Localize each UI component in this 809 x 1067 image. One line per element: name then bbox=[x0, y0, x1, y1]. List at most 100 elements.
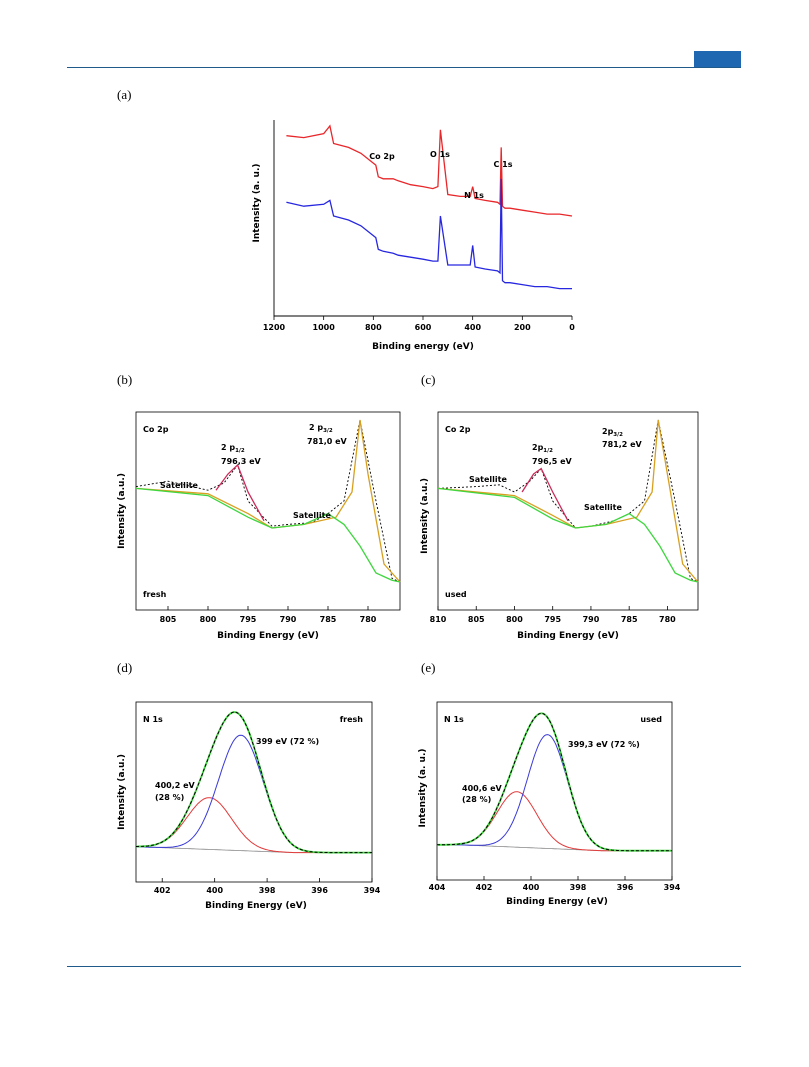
chart-e-annotation-title: N 1s bbox=[444, 715, 464, 724]
chart-c-series-3 bbox=[521, 467, 569, 522]
chart-a-tick-label: 200 bbox=[514, 323, 531, 332]
chart-a-annotation-co2p: Co 2p bbox=[369, 152, 395, 161]
chart-b-series-0 bbox=[135, 419, 401, 583]
chart-c-tick-label: 810 bbox=[430, 615, 447, 624]
chart-c-tick-label: 800 bbox=[506, 615, 523, 624]
chart-d-annotation-minor-pct: (28 %) bbox=[155, 793, 184, 802]
chart-b-annotation-satellite-1: Satellite bbox=[160, 481, 198, 490]
chart-c-annotation-sample: used bbox=[445, 590, 467, 599]
chart-b-annotation-796: 796,3 eV bbox=[221, 457, 262, 466]
chart-e-tick-label: 404 bbox=[429, 883, 446, 892]
chart-e-annotation-main: 399,3 eV (72 %) bbox=[568, 740, 640, 749]
chart-c: 810 805 800 795 790 785 780 Binding Energy (eV… bbox=[420, 411, 699, 641]
chart-e: 404 402 400 398 396 394 Binding Energy (eV) I… bbox=[418, 701, 681, 907]
chart-c-annotation-2p: 2p1/2 bbox=[532, 443, 553, 454]
chart-c-annotation-title: Co 2p bbox=[445, 425, 471, 434]
chart-c-tick-label: 780 bbox=[659, 615, 676, 624]
chart-c-series-1 bbox=[437, 419, 699, 583]
chart-c-annotation-satellite-2: Satellite bbox=[584, 503, 622, 512]
chart-e-tick-label: 394 bbox=[664, 883, 681, 892]
chart-b-tick-label: 800 bbox=[200, 615, 217, 624]
chart-b-annotation-781: 781,0 eV bbox=[307, 437, 348, 446]
chart-c-tick-label: 795 bbox=[544, 615, 561, 624]
chart-a: 1200 1000 800 600 400 200 0 Binding energy (eV… bbox=[252, 120, 575, 352]
chart-c-frame bbox=[437, 411, 699, 611]
chart-c-annotation-2p32: 2p3/2 bbox=[602, 427, 623, 438]
chart-c-ylabel: Intensity (a.u.) bbox=[420, 478, 430, 554]
chart-a-ylabel: Intensity (a. u.) bbox=[252, 164, 262, 243]
chart-c-tick-label: 785 bbox=[621, 615, 638, 624]
chart-e-annotation-minor-pct: (28 %) bbox=[462, 795, 491, 804]
chart-b-series-3 bbox=[215, 463, 265, 522]
chart-e-tick-label: 400 bbox=[523, 883, 540, 892]
chart-e-ylabel: Intensity (a. u.) bbox=[418, 749, 428, 828]
chart-a-tick-label: 1000 bbox=[313, 323, 336, 332]
chart-d-tick-label: 394 bbox=[364, 886, 381, 895]
chart-e-series-envelope bbox=[437, 712, 672, 852]
chart-d-xlabel: Binding Energy (eV) bbox=[205, 901, 307, 911]
panel-label-b: (b) bbox=[117, 372, 133, 387]
chart-b-tick-label: 795 bbox=[240, 615, 257, 624]
chart-d-annotation-title: N 1s bbox=[143, 715, 163, 724]
chart-d-annotation-sample: fresh bbox=[340, 715, 364, 724]
panel-label-c: (c) bbox=[421, 372, 436, 387]
footer-rule bbox=[67, 966, 741, 967]
chart-e-annotation-minor: 400,6 eV bbox=[462, 784, 503, 793]
chart-a-axes bbox=[273, 120, 572, 317]
chart-d-frame bbox=[135, 701, 373, 883]
chart-a-series-0 bbox=[286, 124, 573, 217]
chart-d-series-peak-0 bbox=[136, 797, 372, 854]
chart-a-tick-label: 800 bbox=[365, 323, 382, 332]
chart-b-series-2 bbox=[135, 487, 401, 583]
chart-e-tick-label: 398 bbox=[570, 883, 587, 892]
chart-b-annotation-2p: 2 p1/2 bbox=[221, 443, 245, 454]
header-tab bbox=[694, 51, 741, 67]
chart-a-tick-label: 1200 bbox=[263, 323, 286, 332]
chart-b-tick-label: 780 bbox=[360, 615, 377, 624]
chart-e-tick-label: 396 bbox=[617, 883, 634, 892]
chart-e-frame bbox=[436, 701, 673, 881]
chart-e-series-measured bbox=[437, 712, 672, 852]
chart-b-xlabel: Binding Energy (eV) bbox=[217, 631, 319, 641]
chart-d-annotation-main: 399 eV (72 %) bbox=[256, 737, 319, 746]
chart-a-annotation-c1s: C 1s bbox=[494, 160, 513, 169]
panel-label-a: (a) bbox=[117, 87, 132, 102]
chart-d-annotation-minor: 400,2 eV bbox=[155, 781, 196, 790]
chart-d-tick-label: 402 bbox=[154, 886, 171, 895]
chart-e-annotation-sample: used bbox=[640, 715, 662, 724]
chart-a-tick-label: 600 bbox=[415, 323, 432, 332]
chart-a-series-1 bbox=[286, 178, 572, 290]
chart-b-ylabel: Intensity (a.u.) bbox=[117, 473, 127, 549]
chart-e-xlabel: Binding Energy (eV) bbox=[506, 897, 608, 907]
chart-d-series-measured bbox=[136, 711, 372, 854]
chart-c-annotation-781: 781,2 eV bbox=[602, 440, 643, 449]
chart-b-annotation-2p32: 2 p3/2 bbox=[309, 423, 333, 434]
chart-b-series-1 bbox=[135, 419, 401, 583]
chart-a-xlabel: Binding energy (eV) bbox=[372, 342, 474, 352]
chart-d: 402 400 398 396 394 Binding Energy (eV) Inte… bbox=[117, 701, 381, 911]
chart-d-ylabel: Intensity (a.u.) bbox=[117, 754, 127, 830]
chart-c-series-2 bbox=[437, 487, 699, 583]
chart-d-tick-label: 398 bbox=[259, 886, 276, 895]
chart-b-annotation-satellite-2: Satellite bbox=[293, 511, 331, 520]
chart-c-annotation-796: 796,5 eV bbox=[532, 457, 573, 466]
panel-label-d: (d) bbox=[117, 660, 133, 675]
chart-e-tick-label: 402 bbox=[476, 883, 493, 892]
chart-b: 805 800 795 790 785 780 Binding Energy (eV) I… bbox=[117, 411, 401, 641]
chart-c-annotation-satellite-1: Satellite bbox=[469, 475, 507, 484]
chart-c-tick-label: 790 bbox=[583, 615, 600, 624]
chart-b-tick-label: 805 bbox=[160, 615, 177, 624]
chart-b-annotation-sample: fresh bbox=[143, 590, 167, 599]
chart-b-annotation-title: Co 2p bbox=[143, 425, 169, 434]
chart-a-tick-label: 0 bbox=[569, 323, 575, 332]
chart-c-xlabel: Binding Energy (eV) bbox=[517, 631, 619, 641]
chart-c-series-0 bbox=[437, 419, 699, 583]
chart-c-tick-label: 805 bbox=[468, 615, 485, 624]
chart-d-tick-label: 400 bbox=[206, 886, 223, 895]
chart-a-tick-label: 400 bbox=[464, 323, 481, 332]
header-rule bbox=[67, 67, 741, 68]
panel-label-e: (e) bbox=[421, 660, 436, 675]
chart-d-tick-label: 396 bbox=[311, 886, 328, 895]
chart-a-annotation-n1s: N 1s bbox=[464, 191, 484, 200]
